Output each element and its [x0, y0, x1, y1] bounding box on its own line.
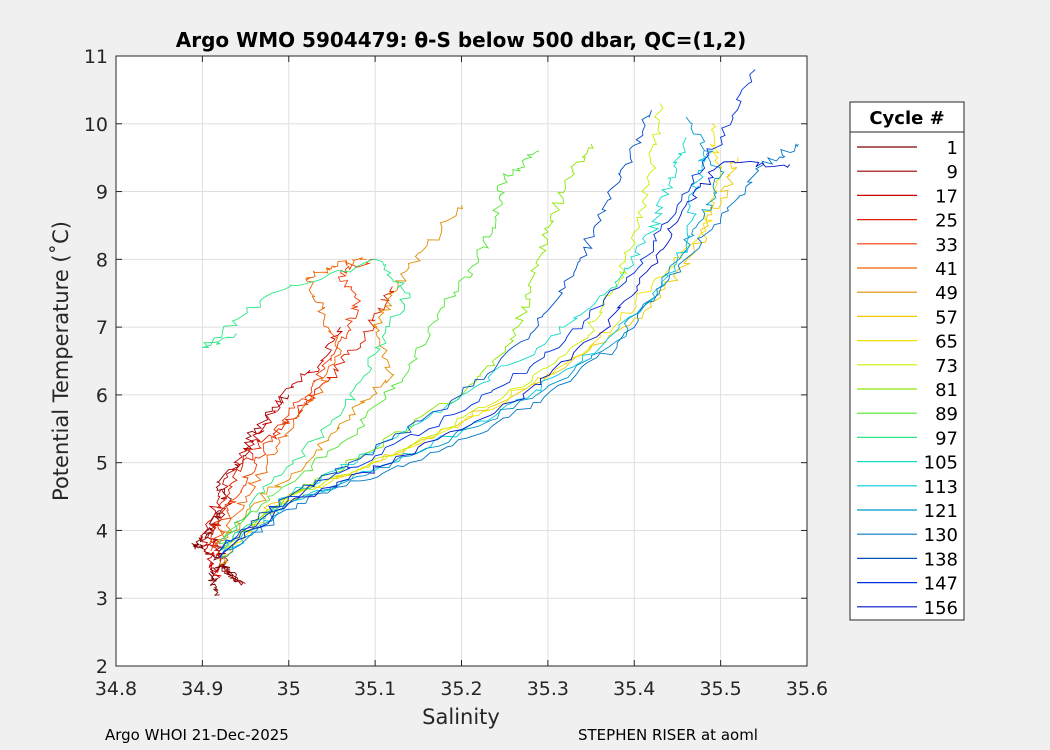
series-line-cycle-81 [219, 143, 594, 552]
legend: Cycle # 1 9 17 25 33 41 49 57 65 73 81 89 97 105 113 12… [849, 101, 965, 621]
x-tick-label: 35.4 [613, 678, 655, 700]
y-tick-label: 11 [84, 46, 108, 68]
series-line-cycle-156 [219, 160, 791, 558]
legend-label-97: 97 [935, 428, 958, 449]
x-tick-label: 35.5 [699, 678, 741, 700]
y-tick-label: 6 [96, 385, 108, 407]
series-line-cycle-73 [219, 103, 664, 552]
series-line-cycle-41 [216, 257, 367, 545]
series-line-cycle-9 [207, 394, 290, 586]
series-line-cycle-25 [209, 286, 395, 565]
series-line-cycle-113 [219, 150, 709, 558]
plot-frame [115, 55, 808, 667]
legend-label-130: 130 [924, 525, 958, 546]
legend-label-25: 25 [935, 211, 958, 232]
x-tick-label: 34.9 [181, 678, 223, 700]
series-line-cycle-97 [202, 258, 411, 545]
legend-label-147: 147 [924, 574, 958, 595]
x-tick-labels: 34.8 34.9 35 35.1 35.2 35.3 35.4 35.5 35.6 [95, 678, 828, 700]
legend-label-138: 138 [924, 549, 958, 570]
y-tick-label: 2 [96, 656, 108, 678]
series-line-cycle-105 [219, 137, 687, 552]
x-tick-label: 35.6 [786, 678, 828, 700]
footer-left-text: Argo WHOI 21-Dec-2025 [105, 726, 289, 744]
legend-label-121: 121 [924, 501, 958, 522]
y-tick-label: 10 [84, 114, 108, 136]
y-tick-label: 3 [96, 588, 108, 610]
x-tick-label: 35.3 [527, 678, 569, 700]
chart-title: Argo WMO 5904479: θ-S below 500 dbar, QC… [176, 28, 746, 52]
legend-label-33: 33 [935, 235, 958, 256]
series-line-cycle-17 [200, 326, 344, 579]
y-tick-label: 5 [96, 453, 108, 475]
y-tick-label: 9 [96, 182, 108, 204]
legend-label-156: 156 [924, 598, 958, 619]
legend-label-9: 9 [947, 162, 958, 183]
legend-label-57: 57 [935, 307, 958, 328]
y-tick-label: 8 [96, 249, 108, 271]
x-tick-label: 34.8 [95, 678, 137, 700]
y-tick-labels: 2 3 4 5 6 7 8 9 10 11 [84, 46, 108, 678]
series-line-cycle-121 [219, 116, 725, 559]
legend-label-81: 81 [935, 380, 958, 401]
y-axis-label: Potential Temperature (˚C) [49, 221, 73, 501]
legend-entries: 1 9 17 25 33 41 49 57 65 73 81 89 97 105 113 121 130 138 1… [857, 138, 958, 619]
legend-label-41: 41 [935, 259, 958, 280]
x-tick-label: 35 [277, 678, 301, 700]
series-line-cycle-49 [217, 204, 464, 545]
series-line-cycle-147 [219, 69, 756, 552]
legend-label-1: 1 [947, 138, 958, 159]
legend-label-17: 17 [935, 186, 958, 207]
series-line-cycle-89 [219, 150, 540, 545]
x-tick-label: 35.1 [354, 678, 396, 700]
series-line-cycle-138 [219, 110, 652, 552]
legend-label-113: 113 [924, 477, 958, 498]
footer-right-text: STEPHEN RISER at aoml [578, 726, 758, 744]
legend-label-89: 89 [935, 404, 958, 425]
legend-label-65: 65 [935, 332, 958, 353]
series-line-cycle-130 [219, 143, 799, 558]
legend-label-105: 105 [924, 453, 958, 474]
legend-label-73: 73 [935, 356, 958, 377]
grid-lines [115, 55, 808, 667]
y-tick-label: 7 [96, 317, 108, 339]
x-tick-label: 35.2 [440, 678, 482, 700]
legend-label-49: 49 [935, 283, 958, 304]
x-axis-label: Salinity [422, 705, 500, 729]
series-line-cycle-65 [219, 123, 723, 559]
series-line-cycle-33 [209, 258, 376, 551]
series-lines [191, 69, 799, 596]
y-tick-label: 4 [96, 520, 108, 542]
legend-title: Cycle # [869, 108, 944, 129]
